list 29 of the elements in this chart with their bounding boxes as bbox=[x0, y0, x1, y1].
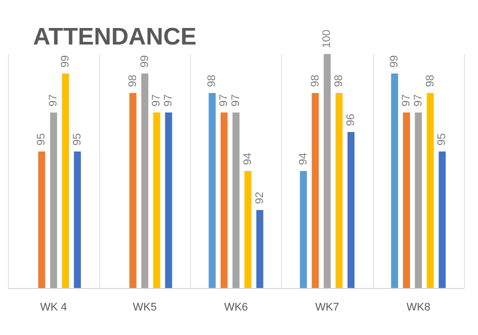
data-label: 98 bbox=[424, 74, 436, 87]
data-label: 99 bbox=[388, 55, 401, 68]
data-label: 94 bbox=[297, 152, 310, 165]
data-label: 97 bbox=[218, 94, 230, 106]
data-label: 95 bbox=[71, 133, 84, 146]
x-tick-label: WK 4 bbox=[40, 302, 68, 314]
x-tick-label: WK5 bbox=[132, 302, 157, 314]
data-label: 97 bbox=[162, 94, 175, 106]
data-label: 97 bbox=[412, 94, 424, 106]
data-label: 97 bbox=[230, 94, 242, 106]
data-label: 97 bbox=[150, 94, 163, 106]
data-label: 98 bbox=[309, 74, 322, 87]
data-label: 97 bbox=[48, 94, 60, 106]
data-label: 98 bbox=[333, 74, 346, 87]
data-label: 99 bbox=[60, 55, 72, 68]
data-label: 98 bbox=[206, 74, 218, 87]
x-tick-label: WK6 bbox=[224, 302, 248, 314]
x-tick-label: WK8 bbox=[406, 302, 430, 314]
data-label: 92 bbox=[254, 192, 266, 204]
data-label: 95 bbox=[436, 133, 448, 146]
data-label: 100 bbox=[321, 30, 334, 48]
data-label: 99 bbox=[138, 55, 151, 68]
data-label: 94 bbox=[242, 152, 254, 165]
data-label: 95 bbox=[36, 133, 48, 146]
x-tick-label: WK7 bbox=[315, 302, 340, 314]
chart-title: ATTENDANCE bbox=[33, 24, 197, 50]
data-label: 97 bbox=[400, 94, 412, 106]
data-label: 96 bbox=[345, 114, 357, 126]
data-label: 98 bbox=[126, 74, 139, 87]
